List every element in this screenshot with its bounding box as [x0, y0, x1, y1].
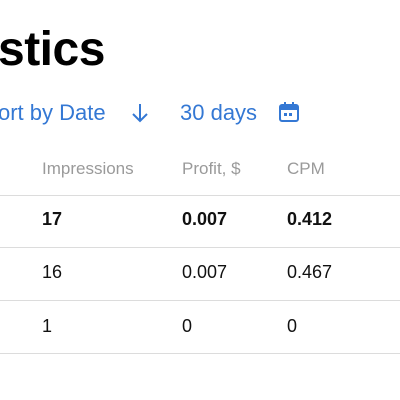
- table-cell: 17: [42, 209, 63, 229]
- table-cell: 0.467: [287, 262, 333, 282]
- column-header: Impressions: [42, 159, 134, 178]
- table-cell: 0.412: [287, 209, 333, 229]
- period-button[interactable]: 30 days: [180, 100, 258, 125]
- table-cell: 0.007: [182, 209, 228, 229]
- row-divider: [0, 247, 400, 248]
- table-cell: 0: [182, 316, 193, 336]
- column-header: Profit, $: [182, 159, 241, 178]
- table-cell: 0: [287, 316, 298, 336]
- row-divider: [0, 353, 400, 354]
- column-header: CPM: [287, 159, 325, 178]
- table-cell: 0.007: [182, 262, 228, 282]
- sort-button[interactable]: ort by Date: [0, 100, 106, 125]
- table-cell: 1: [42, 316, 53, 336]
- page-title: stics: [0, 23, 105, 76]
- calendar-icon[interactable]: [278, 101, 300, 123]
- sort-arrow-icon[interactable]: [130, 102, 150, 124]
- row-divider: [0, 195, 400, 196]
- table-cell: 16: [42, 262, 63, 282]
- row-divider: [0, 300, 400, 301]
